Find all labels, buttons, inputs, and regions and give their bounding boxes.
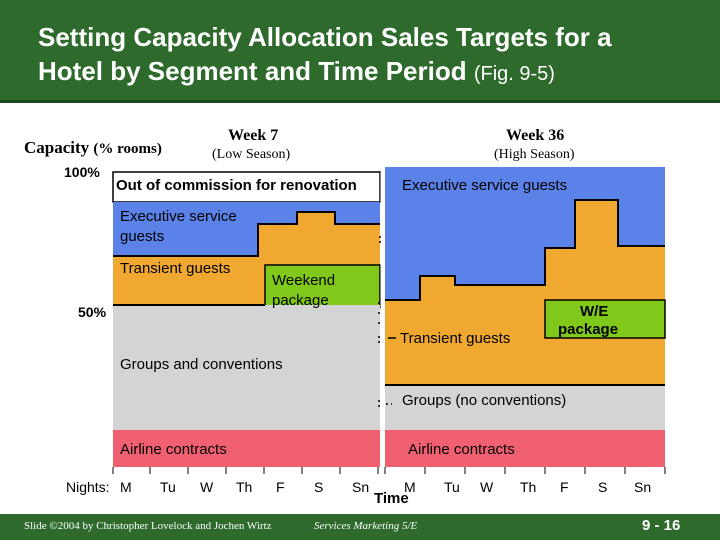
airline-contracts-label-left: Airline contracts [120,441,227,458]
executive-service-label-right: Executive service guests [402,177,567,194]
day-label-left-1: Tu [160,479,176,495]
we-package-area [544,299,666,339]
y-axis-title-unit: (% rooms) [93,141,162,157]
out-of-commission-area [112,171,381,203]
figure-reference: (Fig. 9-5) [473,63,555,85]
executive-service-label-left-line1: Executive service [120,208,237,225]
airline-contracts-area-left [113,430,380,467]
day-label-left-0: M [120,479,132,495]
transient-label-left: Transient guests [120,260,230,277]
x-axis-title: Time [374,490,409,507]
out-of-commission-label: Out of commission for renovation [116,177,357,194]
footer-page-number: 9 - 16 [642,517,681,534]
x-axis-prefix: Nights: [66,479,110,495]
day-label-left-6: Sn [352,479,369,495]
weekend-package-label: Weekend package [272,272,339,309]
y-tick-100: 100% [64,164,100,180]
title-line-2-main: Hotel by Segment and Time Period [38,56,467,86]
executive-transient-boundary-right [385,199,665,301]
title-line-1: Setting Capacity Allocation Sales Target… [38,22,612,52]
y-axis-title: Capacity (% rooms) [24,138,162,158]
week36-title: Week 36 [506,127,565,144]
x-ticks-right [384,467,666,474]
transient-label-right: Transient guests [400,330,510,347]
day-label-right-0: M [404,479,416,495]
day-label-left-3: Th [236,479,252,495]
day-label-left-5: S [314,479,323,495]
we-package-label-line2: package [558,321,618,338]
we-package-label-line1: W/E [580,303,608,320]
day-label-right-6: Sn [634,479,651,495]
groups-no-conventions-label: Groups (no conventions) [402,392,566,409]
weekend-package-area [264,264,381,309]
week36-subtitle: (High Season) [494,147,575,162]
day-label-left-2: W [200,479,214,495]
day-label-right-5: S [598,479,607,495]
airline-contracts-area-right [385,430,665,467]
executive-service-label-left: Executive service guests [120,208,241,245]
weekend-package-label-line1: Weekend [272,272,335,289]
executive-service-label-left-line2: guests [120,228,164,245]
footer-book-title: Services Marketing 5/E [314,520,418,532]
airline-contracts-label-right: Airline contracts [408,441,515,458]
footer-bar: Slide ©2004 by Christopher Lovelock and … [0,514,720,540]
y-axis-title-text: Capacity [24,138,90,157]
executive-transient-boundary-left [113,211,380,257]
day-label-right-3: Th [520,479,536,495]
y-tick-50: 50% [78,304,107,320]
title-line-2: Hotel by Segment and Time Period (Fig. 9… [38,56,555,87]
day-label-left-4: F [276,479,285,495]
groups-conventions-area [113,305,380,430]
title-bar: Setting Capacity Allocation Sales Target… [0,0,720,103]
day-label-right-4: F [560,479,569,495]
week7-subtitle: (Low Season) [212,147,291,162]
groups-conventions-label: Groups and conventions [120,356,283,373]
day-label-right-1: Tu [444,479,460,495]
day-labels-right: M Tu W Th F S Sn [404,479,651,495]
footer-copyright: Slide ©2004 by Christopher Lovelock and … [24,520,272,532]
day-labels-left: M Tu W Th F S Sn [120,479,369,495]
week7-title: Week 7 [228,127,279,144]
groups-no-conventions-area [385,385,665,430]
day-label-right-2: W [480,479,494,495]
weekend-package-label-line2: package [272,292,329,309]
we-package-label: W/E package [558,303,618,338]
x-ticks-left [112,467,379,474]
